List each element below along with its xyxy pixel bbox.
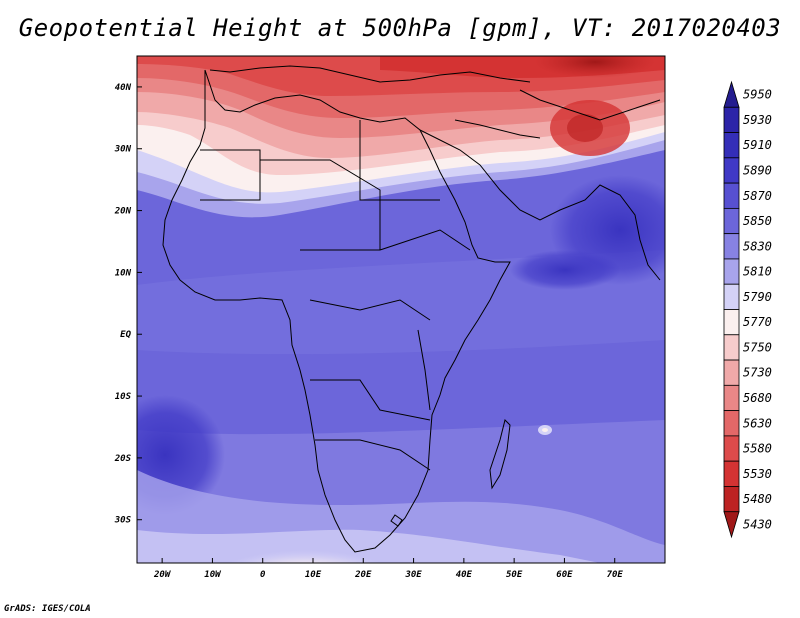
lat-tick-label: EQ: [120, 330, 131, 340]
lon-tick-label: 10W: [204, 570, 222, 580]
map-title: Geopotential Height at 500hPa [gpm], VT:…: [18, 14, 782, 42]
colorbar-swatch: [723, 157, 740, 184]
credit-text: GrADS: IGES/COLA: [4, 604, 91, 614]
colorbar-swatch: [723, 258, 740, 285]
colorbar-label: 5630: [743, 416, 772, 430]
colorbar-swatch: [723, 80, 740, 108]
lat-tick-label: 20N: [114, 207, 132, 217]
lat-tick-label: 30S: [114, 516, 132, 526]
colorbar-swatch: [723, 233, 740, 260]
latitude-axis: 40N 30N 20N 10N EQ 10S 20S 30S: [114, 83, 142, 526]
colorbar-label: 5810: [743, 265, 772, 279]
colorbar-label: 5580: [743, 442, 772, 456]
colorbar-label: 5680: [743, 391, 772, 405]
colorbar-label: 5730: [743, 366, 772, 380]
colorbar-label: 5430: [743, 517, 772, 531]
colorbar-label: 5850: [743, 214, 772, 228]
lon-tick-label: 50E: [506, 570, 523, 580]
lon-tick-label: 40E: [456, 570, 473, 580]
colorbar: 5950 5930 5910 5890 5870 5850 5830 5810 5790 5770…: [723, 80, 772, 539]
lat-tick-label: 10S: [115, 392, 132, 402]
lat-tick-label: 20S: [114, 454, 132, 464]
colorbar-swatch: [723, 359, 740, 386]
colorbar-label: 5830: [743, 239, 772, 253]
colorbar-swatch: [723, 182, 740, 209]
colorbar-swatch: [723, 384, 740, 412]
colorbar-label: 5890: [743, 163, 772, 177]
lat-tick-label: 30N: [114, 145, 132, 155]
colorbar-swatch: [723, 460, 740, 487]
colorbar-swatch: [723, 410, 740, 437]
colorbar-label: 5770: [743, 315, 772, 329]
lon-tick-label: 60E: [556, 570, 573, 580]
lon-tick-label: 30E: [404, 570, 422, 580]
colorbar-swatch: [723, 106, 740, 133]
colorbar-label: 5950: [743, 88, 772, 102]
colorbar-label: 5910: [743, 138, 772, 152]
longitude-axis: 20W 10W 0 10E 20E 30E 40E 50E 60E 70E: [153, 558, 623, 580]
colorbar-swatch: [723, 207, 740, 235]
lat-tick-label: 40N: [115, 83, 132, 93]
colorbar-label: 5530: [743, 467, 772, 481]
colorbar-swatch: [723, 334, 740, 361]
colorbar-label: 5930: [743, 113, 772, 127]
colorbar-swatch: [723, 132, 740, 159]
colorbar-swatch: [723, 486, 740, 513]
colorbar-swatch: [723, 435, 740, 462]
colorbar-swatch: [723, 309, 740, 336]
colorbar-swatch: [723, 283, 740, 310]
colorbar-swatch: [723, 511, 740, 539]
lon-tick-label: 0: [260, 570, 266, 580]
colorbar-label: 5790: [743, 290, 772, 304]
plot-frame: [136, 55, 666, 564]
colorbar-label: 5480: [743, 492, 772, 506]
lon-tick-label: 10E: [305, 570, 322, 580]
lon-tick-label: 20W: [153, 570, 172, 580]
coastlines: [162, 65, 661, 553]
geopotential-field: [137, 56, 665, 563]
colorbar-label: 5870: [743, 189, 772, 203]
lat-tick-label: 10N: [115, 268, 132, 278]
colorbar-label: 5750: [743, 340, 772, 354]
lon-tick-label: 70E: [607, 570, 624, 580]
lon-tick-label: 20E: [354, 570, 372, 580]
